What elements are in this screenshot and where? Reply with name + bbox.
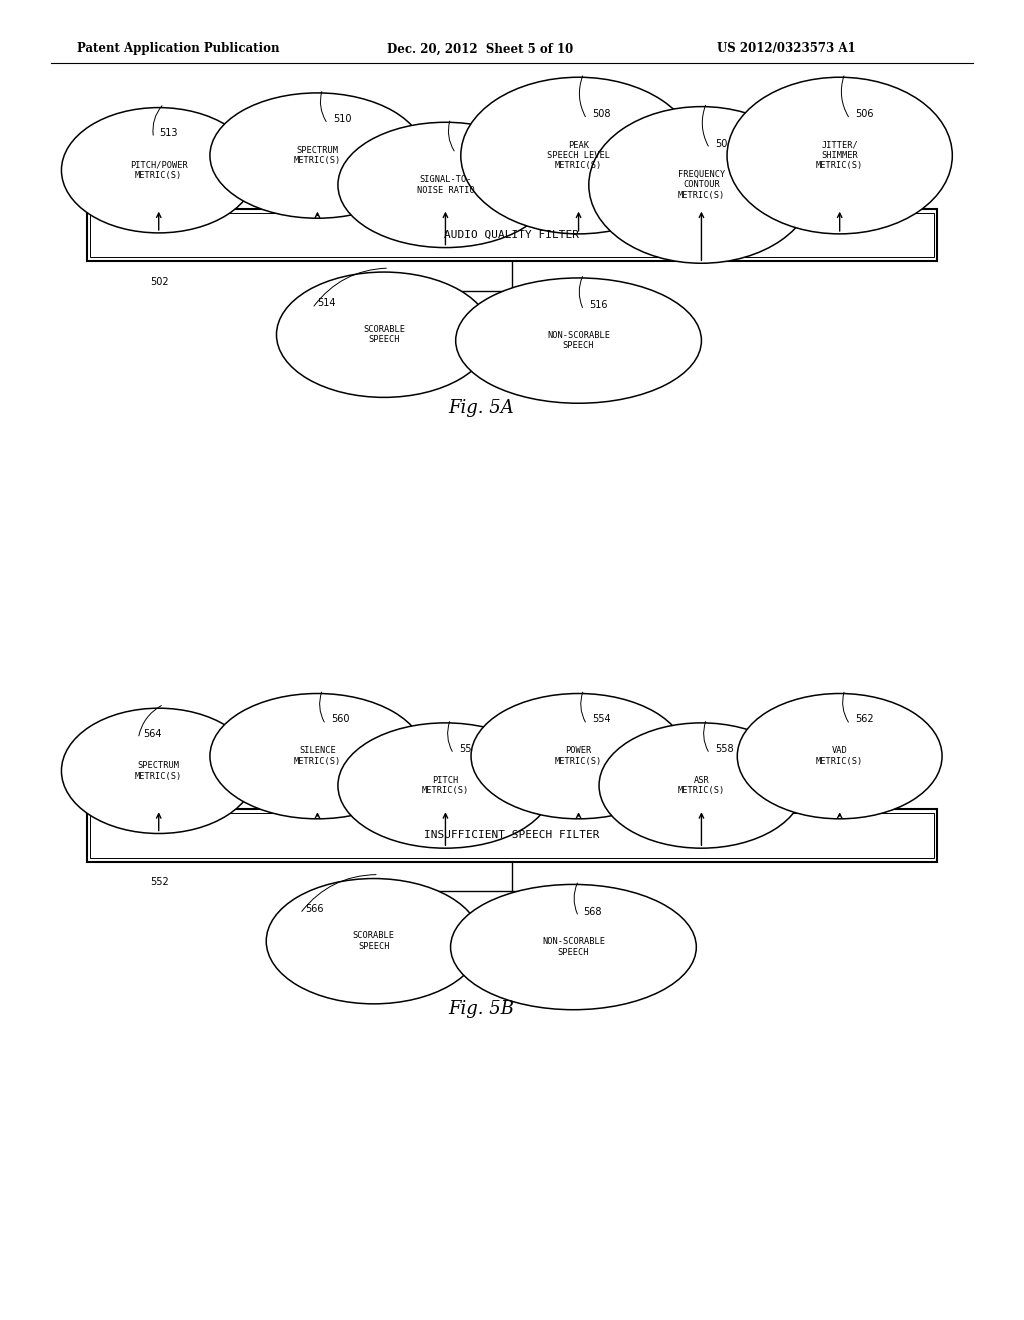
Ellipse shape bbox=[456, 279, 701, 403]
Ellipse shape bbox=[451, 884, 696, 1010]
Text: 513: 513 bbox=[159, 128, 177, 139]
Text: 506: 506 bbox=[855, 110, 873, 119]
Ellipse shape bbox=[210, 693, 425, 818]
Text: 514: 514 bbox=[317, 298, 336, 309]
Ellipse shape bbox=[471, 693, 686, 818]
Text: 504: 504 bbox=[715, 139, 733, 149]
Text: 568: 568 bbox=[584, 907, 602, 916]
Ellipse shape bbox=[338, 123, 553, 248]
Text: SCORABLE
SPEECH: SCORABLE SPEECH bbox=[362, 325, 406, 345]
Text: 554: 554 bbox=[592, 714, 610, 725]
Ellipse shape bbox=[589, 107, 814, 263]
Text: AUDIO QUALITY FILTER: AUDIO QUALITY FILTER bbox=[444, 230, 580, 240]
Text: INSUFFICIENT SPEECH FILTER: INSUFFICIENT SPEECH FILTER bbox=[424, 830, 600, 841]
Text: 562: 562 bbox=[855, 714, 873, 725]
Text: 556: 556 bbox=[459, 743, 477, 754]
Text: NON-SCORABLE
SPEECH: NON-SCORABLE SPEECH bbox=[542, 937, 605, 957]
Text: Fig. 5A: Fig. 5A bbox=[449, 399, 514, 417]
Text: 512: 512 bbox=[461, 143, 479, 153]
Text: Fig. 5B: Fig. 5B bbox=[449, 999, 514, 1018]
Ellipse shape bbox=[210, 92, 425, 218]
Text: 560: 560 bbox=[331, 714, 349, 725]
Text: PITCH
METRIC(S): PITCH METRIC(S) bbox=[422, 776, 469, 795]
Text: Dec. 20, 2012  Sheet 5 of 10: Dec. 20, 2012 Sheet 5 of 10 bbox=[387, 42, 573, 55]
Text: POWER
METRIC(S): POWER METRIC(S) bbox=[555, 747, 602, 766]
Ellipse shape bbox=[61, 709, 256, 833]
Ellipse shape bbox=[727, 78, 952, 234]
Text: SCORABLE
SPEECH: SCORABLE SPEECH bbox=[352, 932, 395, 950]
Text: 552: 552 bbox=[151, 878, 169, 887]
Bar bbox=[87, 809, 937, 862]
Ellipse shape bbox=[737, 693, 942, 818]
Ellipse shape bbox=[266, 879, 481, 1003]
Ellipse shape bbox=[461, 78, 696, 234]
Text: 566: 566 bbox=[305, 904, 324, 913]
Ellipse shape bbox=[61, 108, 256, 232]
Text: PEAK
SPEECH LEVEL
METRIC(S): PEAK SPEECH LEVEL METRIC(S) bbox=[547, 141, 610, 170]
Ellipse shape bbox=[599, 723, 804, 849]
Bar bbox=[90, 213, 934, 257]
Bar bbox=[90, 813, 934, 858]
Text: 516: 516 bbox=[589, 300, 607, 310]
Text: SPECTRUM
METRIC(S): SPECTRUM METRIC(S) bbox=[135, 762, 182, 780]
Text: SPECTRUM
METRIC(S): SPECTRUM METRIC(S) bbox=[294, 147, 341, 165]
Text: 502: 502 bbox=[151, 277, 169, 286]
Text: VAD
METRIC(S): VAD METRIC(S) bbox=[816, 747, 863, 766]
Ellipse shape bbox=[276, 272, 492, 397]
Text: 564: 564 bbox=[143, 729, 162, 739]
Text: PITCH/POWER
METRIC(S): PITCH/POWER METRIC(S) bbox=[130, 161, 187, 180]
Text: NON-SCORABLE
SPEECH: NON-SCORABLE SPEECH bbox=[547, 331, 610, 350]
Text: FREQUENCY
CONTOUR
METRIC(S): FREQUENCY CONTOUR METRIC(S) bbox=[678, 170, 725, 199]
Text: Patent Application Publication: Patent Application Publication bbox=[77, 42, 280, 55]
Text: 558: 558 bbox=[715, 743, 733, 754]
Text: US 2012/0323573 A1: US 2012/0323573 A1 bbox=[717, 42, 855, 55]
Text: SIGNAL-TO-
NOISE RATIO: SIGNAL-TO- NOISE RATIO bbox=[417, 176, 474, 194]
Bar bbox=[87, 209, 937, 261]
Text: JITTER/
SHIMMER
METRIC(S): JITTER/ SHIMMER METRIC(S) bbox=[816, 141, 863, 170]
Text: 510: 510 bbox=[333, 114, 351, 124]
Text: ASR
METRIC(S): ASR METRIC(S) bbox=[678, 776, 725, 795]
Text: SILENCE
METRIC(S): SILENCE METRIC(S) bbox=[294, 747, 341, 766]
Ellipse shape bbox=[338, 723, 553, 849]
Text: 508: 508 bbox=[592, 110, 610, 119]
